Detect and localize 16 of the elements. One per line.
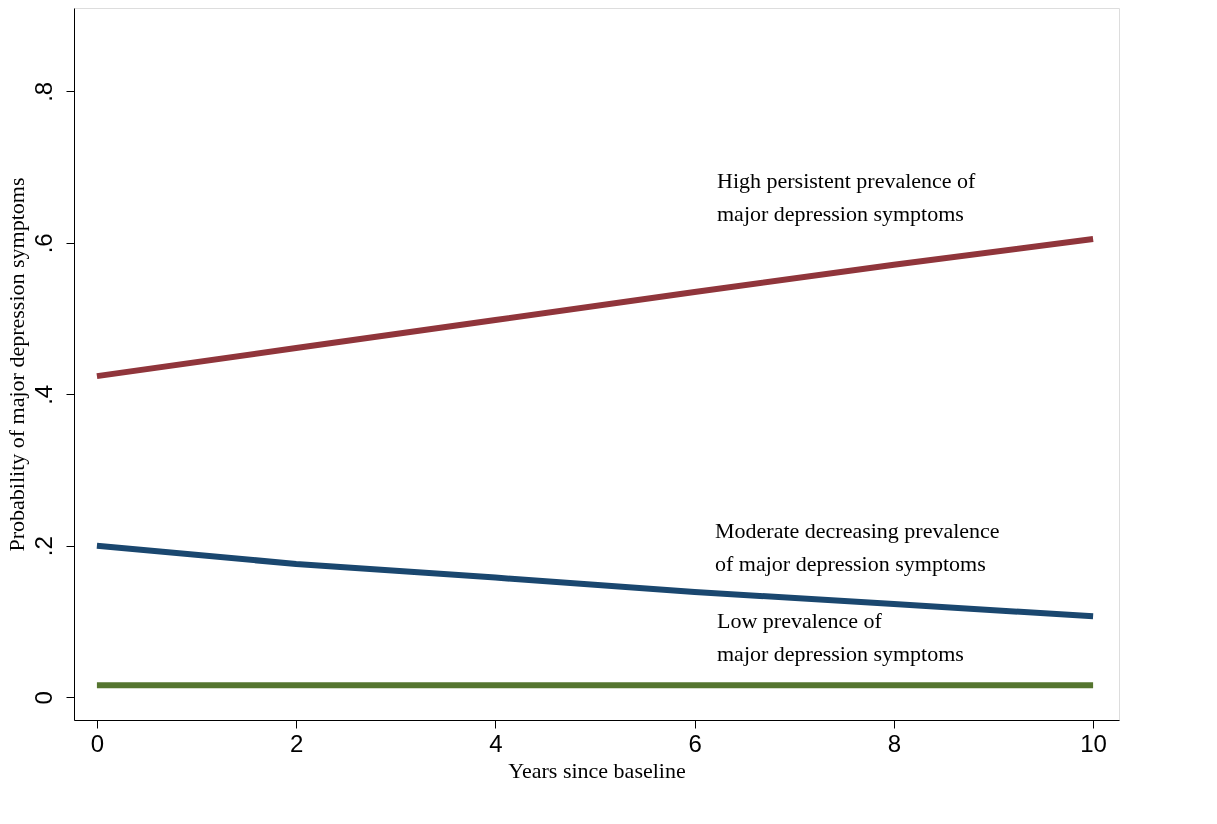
x-tick-label: 2 (289, 729, 304, 757)
y-tick-label: 0 (29, 691, 57, 705)
y-axis-title: Probability of major depression symptoms (3, 177, 29, 552)
y-tick-label: .8 (29, 81, 57, 102)
x-tick-label: 8 (887, 729, 902, 757)
x-tick-label: 6 (688, 729, 702, 757)
x-tick-label: 10 (1080, 729, 1107, 757)
annotation: Low prevalence of major depression symptoms (717, 608, 964, 666)
y-tick-label: .6 (29, 233, 57, 254)
x-tick-label: 0 (90, 729, 105, 757)
annotation: Moderate decreasing prevalence of major depression symptoms (715, 518, 1000, 576)
y-tick-label: .4 (29, 384, 57, 405)
x-axis-title: Years since baseline (508, 757, 686, 783)
annotation: High persistent prevalence of major depression symptoms (717, 168, 977, 226)
y-tick-label: .2 (29, 536, 57, 557)
x-tick-label: 4 (489, 729, 503, 757)
